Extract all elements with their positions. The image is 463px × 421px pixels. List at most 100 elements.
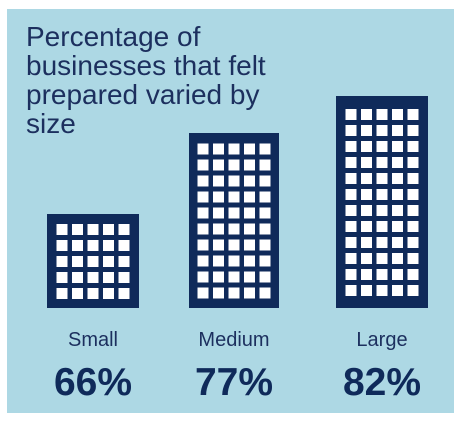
- window-large: [376, 157, 388, 168]
- value-label-small: 66%: [54, 361, 132, 404]
- window-large: [407, 285, 419, 296]
- window-large: [361, 189, 372, 200]
- window-small: [56, 256, 68, 267]
- window-medium: [259, 159, 271, 171]
- window-large: [361, 141, 372, 152]
- window-medium: [228, 143, 240, 155]
- window-medium: [228, 287, 240, 299]
- window-small: [56, 288, 68, 299]
- window-medium: [197, 207, 209, 219]
- window-small: [118, 288, 130, 299]
- window-small: [103, 288, 114, 299]
- window-medium: [197, 175, 209, 187]
- window-medium: [259, 287, 271, 299]
- window-large: [361, 205, 372, 216]
- category-label-small: Small: [68, 329, 118, 351]
- window-small: [72, 288, 83, 299]
- window-large: [376, 285, 388, 296]
- window-medium: [228, 271, 240, 283]
- window-large: [392, 269, 403, 280]
- window-large: [392, 109, 403, 120]
- window-small: [103, 224, 114, 235]
- window-medium: [259, 255, 271, 267]
- window-medium: [244, 271, 255, 283]
- window-large: [407, 269, 419, 280]
- window-large: [345, 237, 357, 248]
- window-medium: [259, 271, 271, 283]
- window-large: [361, 125, 372, 136]
- window-medium: [259, 239, 271, 251]
- window-medium: [228, 223, 240, 235]
- window-large: [376, 253, 388, 264]
- window-medium: [228, 207, 240, 219]
- window-small: [56, 224, 68, 235]
- window-medium: [213, 143, 224, 155]
- window-medium: [244, 223, 255, 235]
- window-large: [407, 221, 419, 232]
- window-medium: [213, 191, 224, 203]
- window-medium: [259, 191, 271, 203]
- window-small: [87, 256, 99, 267]
- window-large: [361, 237, 372, 248]
- window-small: [103, 272, 114, 283]
- window-large: [361, 253, 372, 264]
- window-small: [118, 256, 130, 267]
- window-large: [392, 125, 403, 136]
- window-large: [407, 173, 419, 184]
- window-large: [345, 109, 357, 120]
- window-small: [87, 272, 99, 283]
- window-medium: [197, 191, 209, 203]
- window-large: [361, 173, 372, 184]
- window-small: [72, 240, 83, 251]
- window-large: [361, 157, 372, 168]
- window-medium: [244, 255, 255, 267]
- window-medium: [244, 159, 255, 171]
- window-small: [103, 256, 114, 267]
- window-large: [376, 205, 388, 216]
- window-large: [376, 141, 388, 152]
- window-medium: [213, 223, 224, 235]
- window-medium: [197, 271, 209, 283]
- window-large: [345, 141, 357, 152]
- window-medium: [244, 207, 255, 219]
- category-label-medium: Medium: [198, 329, 269, 351]
- window-large: [376, 109, 388, 120]
- window-medium: [213, 207, 224, 219]
- window-medium: [244, 239, 255, 251]
- value-label-medium: 77%: [195, 361, 273, 404]
- window-small: [118, 240, 130, 251]
- window-medium: [197, 223, 209, 235]
- window-medium: [259, 143, 271, 155]
- window-large: [407, 253, 419, 264]
- window-large: [376, 189, 388, 200]
- window-large: [407, 157, 419, 168]
- window-large: [361, 269, 372, 280]
- window-medium: [259, 207, 271, 219]
- window-medium: [228, 191, 240, 203]
- window-medium: [228, 255, 240, 267]
- window-large: [392, 221, 403, 232]
- window-large: [345, 125, 357, 136]
- window-large: [345, 269, 357, 280]
- window-large: [392, 285, 403, 296]
- window-medium: [244, 143, 255, 155]
- window-medium: [197, 255, 209, 267]
- chart-title: Percentage of businesses that felt prepa…: [26, 21, 266, 139]
- window-large: [345, 189, 357, 200]
- window-medium: [228, 159, 240, 171]
- window-small: [118, 224, 130, 235]
- window-large: [392, 189, 403, 200]
- window-medium: [213, 287, 224, 299]
- window-medium: [244, 175, 255, 187]
- window-large: [345, 253, 357, 264]
- window-large: [407, 109, 419, 120]
- window-large: [392, 173, 403, 184]
- window-small: [87, 288, 99, 299]
- window-small: [72, 224, 83, 235]
- window-large: [376, 269, 388, 280]
- window-medium: [197, 287, 209, 299]
- window-medium: [259, 175, 271, 187]
- window-small: [87, 240, 99, 251]
- window-large: [361, 285, 372, 296]
